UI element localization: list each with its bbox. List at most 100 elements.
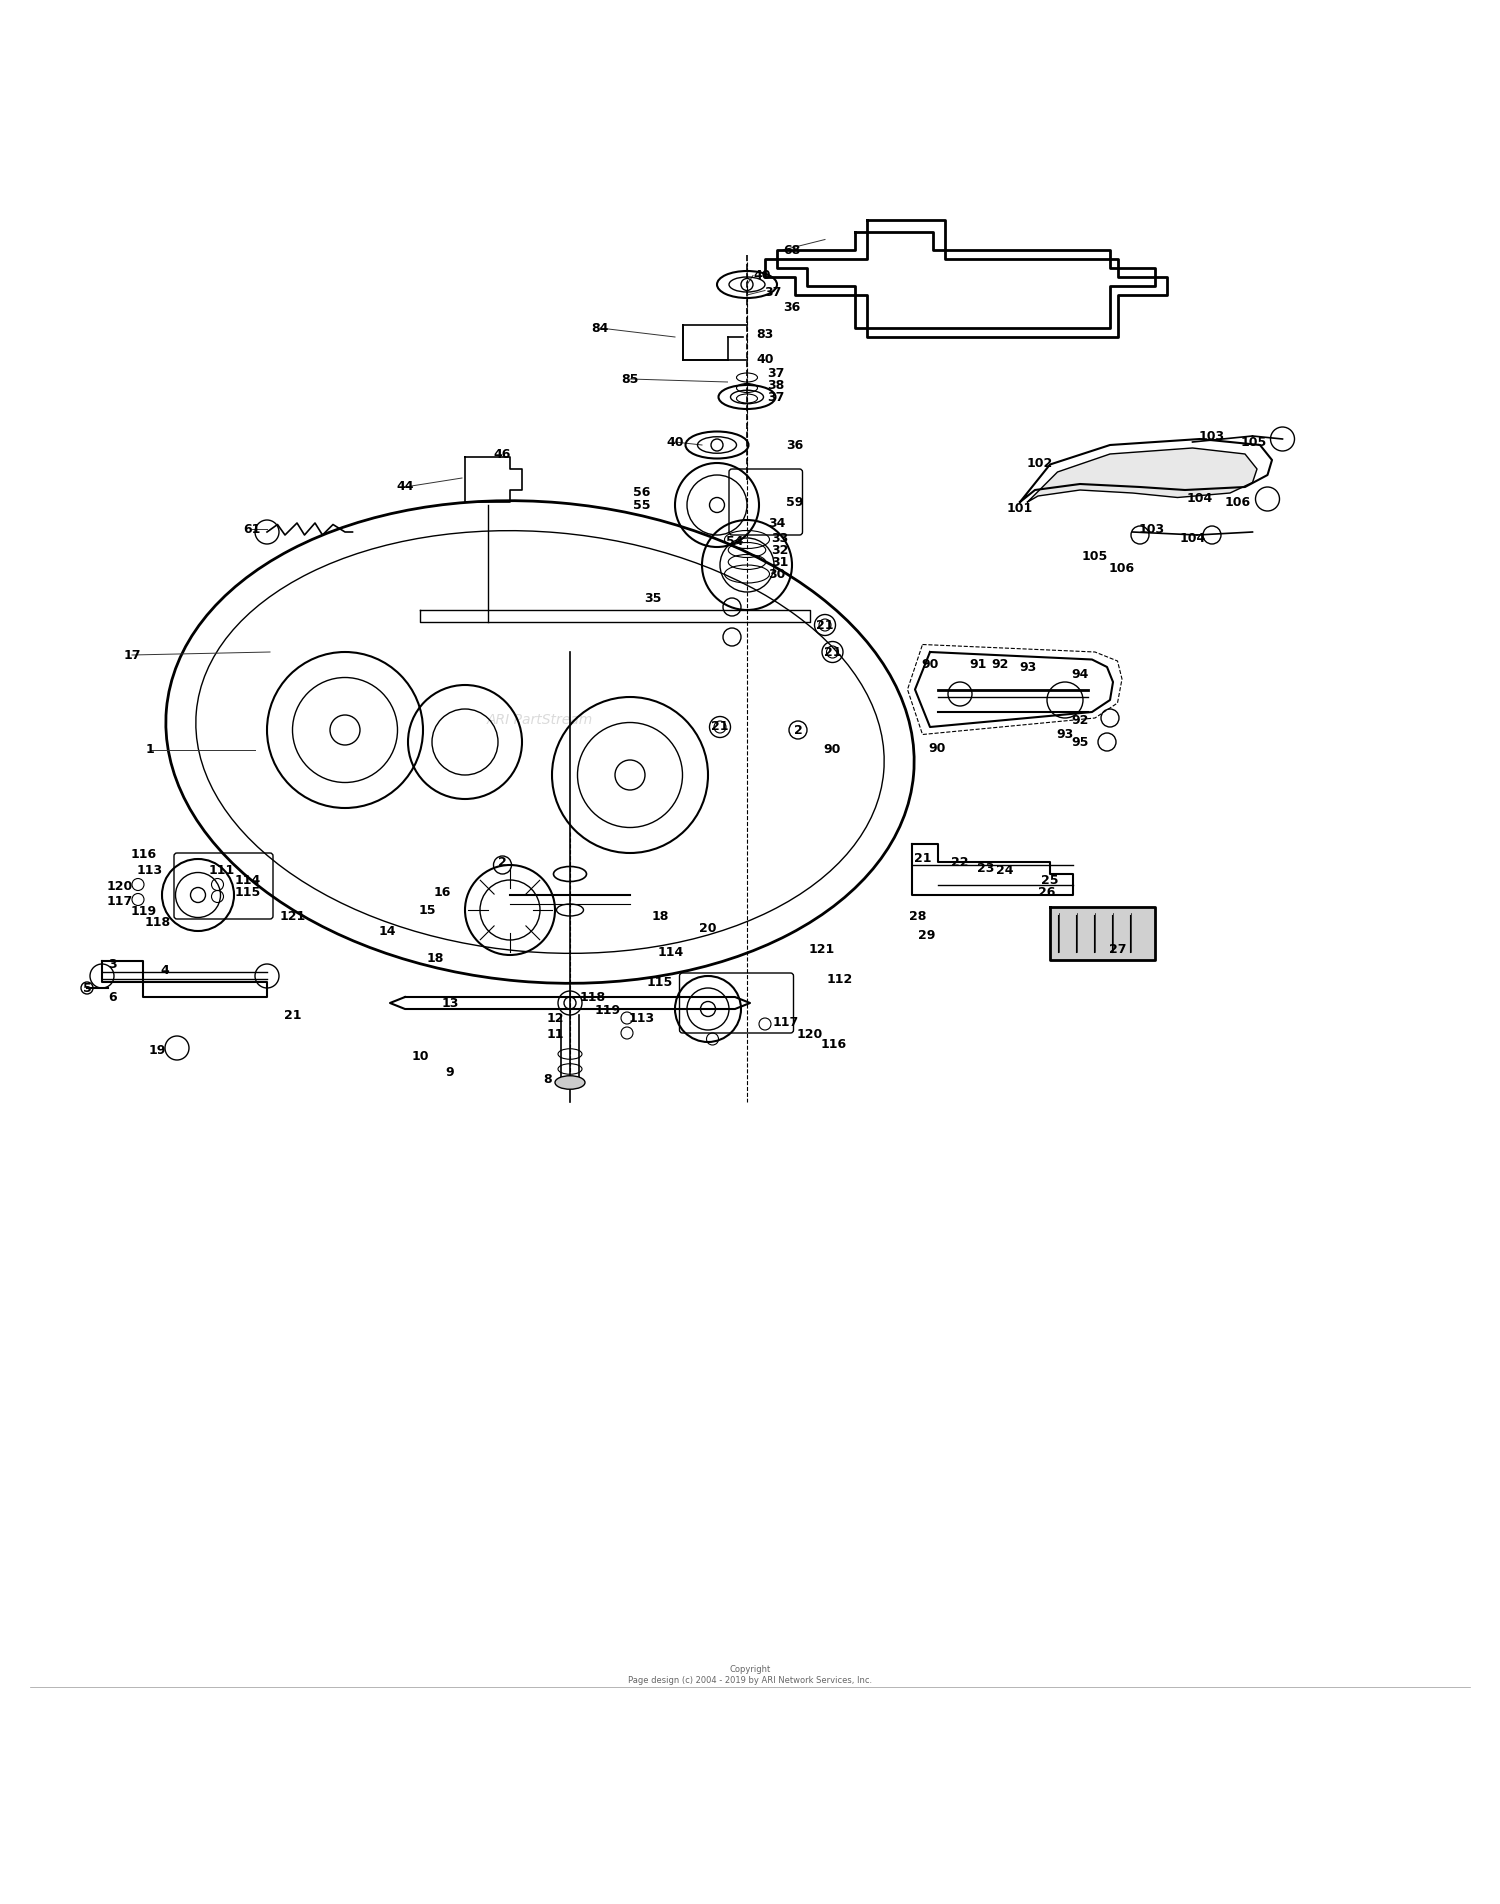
Text: 61: 61 <box>243 522 261 535</box>
Text: 90: 90 <box>928 741 946 754</box>
Text: 118: 118 <box>579 990 606 1003</box>
Text: 121: 121 <box>279 910 306 923</box>
Text: 85: 85 <box>621 373 639 385</box>
Text: ARI PartStream: ARI PartStream <box>488 712 592 727</box>
Text: 115: 115 <box>646 975 674 988</box>
Text: 103: 103 <box>1198 430 1225 442</box>
Text: 93: 93 <box>1019 661 1036 674</box>
Text: 19: 19 <box>148 1045 166 1057</box>
Text: 92: 92 <box>1071 714 1089 727</box>
Text: 9: 9 <box>446 1066 454 1078</box>
Text: 26: 26 <box>1038 885 1056 899</box>
Text: 59: 59 <box>786 495 804 508</box>
Text: 44: 44 <box>396 480 414 493</box>
Text: 119: 119 <box>130 904 158 918</box>
Text: 1: 1 <box>146 743 154 756</box>
Text: 21: 21 <box>816 619 834 632</box>
Text: 13: 13 <box>441 996 459 1009</box>
Ellipse shape <box>555 1076 585 1089</box>
Text: 90: 90 <box>921 657 939 670</box>
Text: 106: 106 <box>1108 562 1136 575</box>
Text: 116: 116 <box>821 1038 848 1051</box>
Text: 5: 5 <box>82 981 92 994</box>
Text: 28: 28 <box>909 910 927 923</box>
Text: 94: 94 <box>1071 668 1089 682</box>
Polygon shape <box>1050 906 1155 960</box>
Text: 25: 25 <box>1041 874 1059 887</box>
Text: 116: 116 <box>130 847 158 861</box>
Text: 4: 4 <box>160 963 170 977</box>
Text: 23: 23 <box>976 861 994 874</box>
Text: 6: 6 <box>108 990 117 1003</box>
Text: 34: 34 <box>768 516 786 529</box>
Text: 38: 38 <box>766 379 784 392</box>
Text: 30: 30 <box>768 567 786 581</box>
Text: 14: 14 <box>378 925 396 937</box>
Text: 10: 10 <box>411 1051 429 1064</box>
Text: 91: 91 <box>969 657 987 670</box>
Text: 117: 117 <box>772 1017 800 1028</box>
Text: 36: 36 <box>786 438 804 451</box>
Text: 2: 2 <box>498 855 507 868</box>
Text: 84: 84 <box>591 322 609 335</box>
Text: 90: 90 <box>824 743 842 756</box>
Text: 21: 21 <box>824 645 842 659</box>
Text: 105: 105 <box>1082 550 1108 562</box>
Text: 11: 11 <box>546 1028 564 1041</box>
Text: 120: 120 <box>796 1028 824 1041</box>
Text: 24: 24 <box>996 864 1014 878</box>
Text: 29: 29 <box>918 929 936 942</box>
Text: 104: 104 <box>1179 531 1206 545</box>
Text: 21: 21 <box>914 853 932 866</box>
Text: 22: 22 <box>951 855 969 868</box>
Text: 54: 54 <box>726 535 744 548</box>
Text: 40: 40 <box>666 436 684 449</box>
Text: 8: 8 <box>543 1074 552 1085</box>
Text: 117: 117 <box>106 895 134 908</box>
Text: 16: 16 <box>433 885 451 899</box>
Text: 40: 40 <box>756 352 774 366</box>
Text: 95: 95 <box>1071 735 1089 748</box>
Text: 56: 56 <box>633 487 651 499</box>
Text: 18: 18 <box>651 910 669 923</box>
Text: 114: 114 <box>234 874 261 887</box>
Text: 2: 2 <box>794 724 802 737</box>
Text: 113: 113 <box>136 864 164 878</box>
Text: 37: 37 <box>766 390 784 404</box>
Text: 104: 104 <box>1186 493 1214 505</box>
Text: 83: 83 <box>756 327 774 341</box>
Text: 68: 68 <box>783 244 801 257</box>
Text: 31: 31 <box>771 556 789 569</box>
Text: 119: 119 <box>594 1003 621 1017</box>
Text: 15: 15 <box>419 904 436 916</box>
Text: 32: 32 <box>771 543 789 556</box>
Text: 105: 105 <box>1240 436 1268 449</box>
Text: Copyright
Page design (c) 2004 - 2019 by ARI Network Services, Inc.: Copyright Page design (c) 2004 - 2019 by… <box>628 1666 872 1685</box>
Text: 37: 37 <box>766 366 784 379</box>
Text: 101: 101 <box>1007 501 1034 514</box>
Text: 93: 93 <box>1056 727 1074 741</box>
Text: 111: 111 <box>209 864 236 878</box>
Text: 55: 55 <box>633 499 651 512</box>
Text: 20: 20 <box>699 922 717 935</box>
Text: 17: 17 <box>123 649 141 661</box>
Text: 36: 36 <box>783 301 801 314</box>
Text: 92: 92 <box>992 657 1010 670</box>
Text: 103: 103 <box>1138 522 1166 535</box>
Text: 37: 37 <box>764 286 782 299</box>
Text: 18: 18 <box>426 952 444 965</box>
Text: 40: 40 <box>753 268 771 282</box>
Text: 102: 102 <box>1026 457 1053 470</box>
Text: 35: 35 <box>644 592 662 604</box>
Text: 118: 118 <box>144 916 171 929</box>
Text: 33: 33 <box>771 531 789 545</box>
Text: 27: 27 <box>1108 942 1126 956</box>
Text: 120: 120 <box>106 880 134 893</box>
Text: 3: 3 <box>108 958 117 971</box>
Text: 121: 121 <box>808 942 836 956</box>
Polygon shape <box>1028 447 1257 503</box>
Text: 114: 114 <box>657 946 684 958</box>
Text: 12: 12 <box>546 1011 564 1024</box>
Text: 21: 21 <box>284 1009 302 1022</box>
Text: 46: 46 <box>494 447 512 461</box>
